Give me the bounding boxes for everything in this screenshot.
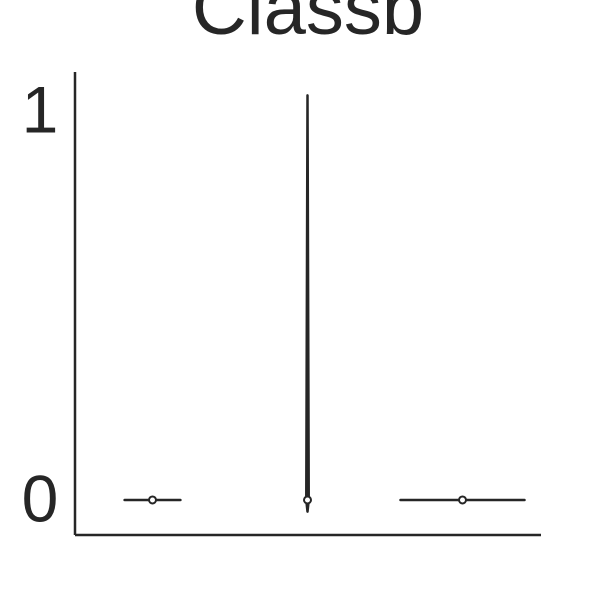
y-tick-label: 0 bbox=[22, 461, 59, 535]
chart-title: Classb bbox=[192, 0, 424, 51]
median-dot bbox=[458, 495, 467, 505]
violin bbox=[305, 94, 310, 513]
y-tick-label: 1 bbox=[22, 72, 59, 146]
median-dot bbox=[148, 495, 157, 505]
median-dot bbox=[303, 495, 312, 505]
